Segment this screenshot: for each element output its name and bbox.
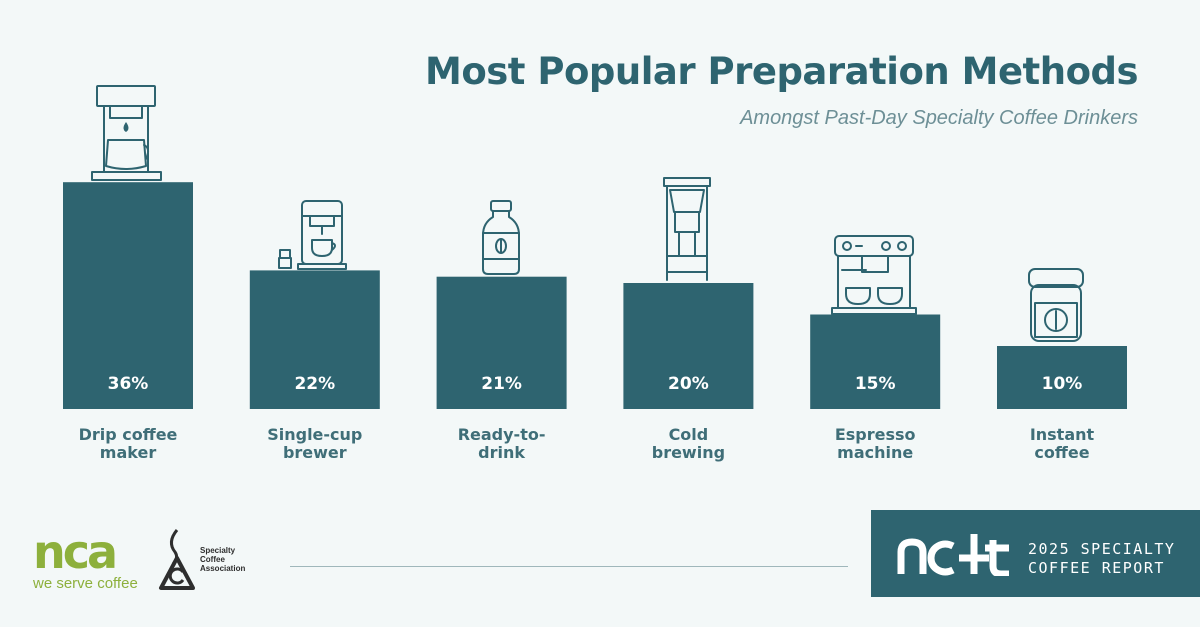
bar — [436, 276, 567, 409]
bar-value-label: 36% — [108, 374, 149, 394]
category-label: Espresso — [835, 425, 916, 444]
bar — [997, 346, 1127, 409]
sca-logo-icon — [159, 529, 195, 590]
nca-logo-tagline: we serve coffee — [33, 575, 138, 592]
category-label: brewer — [283, 443, 347, 462]
category-label: coffee — [1034, 443, 1089, 462]
category-label: Drip coffee — [79, 425, 178, 444]
bar-value-label: 22% — [294, 374, 335, 394]
category-label: drink — [478, 443, 525, 462]
bar — [63, 182, 193, 409]
bar-value-label: 21% — [481, 374, 522, 394]
sca-logo-line: Association — [200, 564, 246, 573]
bar — [810, 314, 941, 409]
category-label: Instant — [1030, 425, 1095, 444]
bar-value-label: 10% — [1042, 374, 1083, 394]
bar — [249, 270, 380, 409]
bar-series — [63, 182, 1127, 409]
bar — [623, 283, 754, 409]
bar-value-label: 20% — [668, 374, 709, 394]
category-label: Cold — [669, 425, 709, 444]
category-label: maker — [100, 443, 157, 462]
value-labels: 36% 22% 21% 20% 15% 10% — [108, 374, 1083, 394]
chart-title: Most Popular Preparation Methods — [425, 50, 1138, 93]
category-label: Ready-to- — [458, 425, 546, 444]
instant-coffee-jar-icon — [1028, 268, 1084, 342]
category-label: Single-cup — [267, 425, 362, 444]
nca-logo-wordmark: nca — [33, 525, 118, 579]
sca-logo-line: Coffee — [200, 555, 225, 564]
drip-coffee-maker-icon — [91, 85, 162, 181]
icon-layer — [91, 85, 1084, 342]
report-title-line1: 2025 SPECIALTY — [1028, 540, 1176, 558]
bar-value-label: 15% — [855, 374, 896, 394]
nca-logo: nca we serve coffee — [33, 525, 138, 592]
report-title-line2: COFFEE REPORT — [1028, 559, 1165, 577]
footer-divider — [290, 566, 848, 567]
category-label: brewing — [652, 443, 725, 462]
espresso-machine-icon — [831, 235, 917, 315]
single-cup-brewer-icon — [278, 200, 347, 270]
report-title: 2025 SPECIALTY COFFEE REPORT — [1028, 540, 1175, 578]
report-banner: 2025 SPECIALTY COFFEE REPORT — [871, 510, 1200, 597]
ncdt-logo-icon — [897, 534, 1009, 576]
bottle-icon — [482, 200, 520, 275]
sca-logo-text: Specialty Coffee Association — [200, 546, 260, 573]
cold-brew-carafe-icon — [663, 177, 711, 281]
category-label: machine — [837, 443, 913, 462]
sca-logo-line: Specialty — [200, 546, 236, 555]
chart-subtitle: Amongst Past-Day Specialty Coffee Drinke… — [740, 107, 1138, 129]
